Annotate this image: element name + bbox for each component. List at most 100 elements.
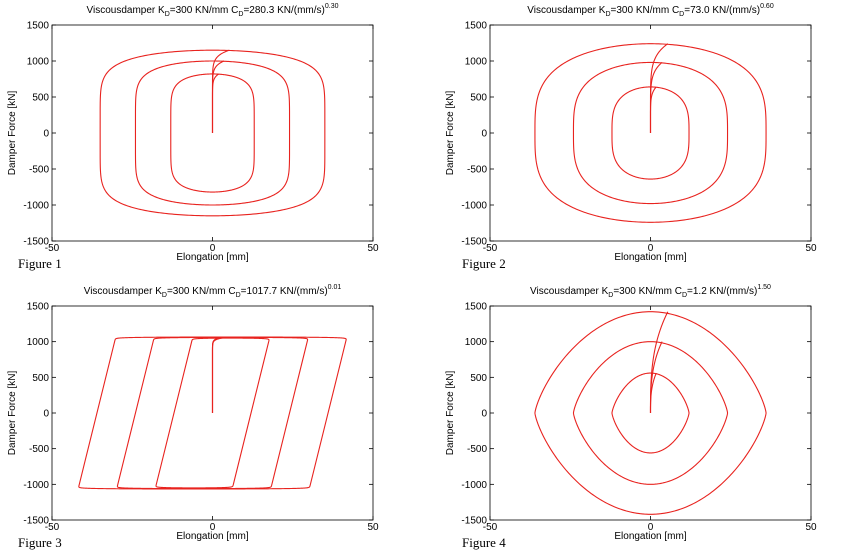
y-tick-label: 1000	[465, 337, 488, 348]
chart-panel-1: Viscousdamper KD=300 KN/mm CD=280.3 KN/(…	[7, 3, 379, 271]
hysteresis-loop-2	[116, 336, 309, 490]
chart-title: Viscousdamper KD=300 KN/mm CD=1017.7 KN/…	[84, 284, 342, 299]
x-tick-label: -50	[483, 243, 498, 254]
chart-title-title-sub1: D	[162, 292, 167, 299]
chart-title-title-sub2: D	[682, 292, 687, 299]
chart-title-title-sup: 0.60	[760, 3, 774, 10]
y-tick-label: -500	[29, 165, 49, 176]
chart-title-title-mid: =300 KN/mm C	[611, 5, 680, 16]
chart-title-title-sub2: D	[236, 292, 241, 299]
series-group	[534, 311, 767, 515]
y-tick-label: -1000	[461, 480, 487, 491]
figure-caption: Figure 4	[462, 535, 506, 550]
hysteresis-loop-3	[611, 372, 690, 454]
x-tick-label: 50	[805, 522, 817, 533]
y-tick-label: -1000	[23, 201, 49, 212]
y-tick-label: -500	[467, 444, 487, 455]
x-tick-label: -50	[45, 522, 60, 533]
y-tick-label: 500	[470, 93, 487, 104]
x-tick-label: 0	[648, 522, 654, 533]
chart-title-title-tail: =1017.7 KN/(mm/s)	[241, 286, 328, 297]
chart-title-title-main: Viscousdamper K	[86, 5, 165, 16]
x-axis-label: Elongation [mm]	[614, 252, 686, 263]
x-tick-label: 0	[210, 243, 216, 254]
chart-title-title-sub2: D	[238, 11, 243, 18]
y-axis-label: Damper Force [kN]	[445, 91, 456, 176]
y-tick-label: 0	[43, 129, 49, 140]
y-tick-label: 1000	[27, 57, 50, 68]
x-tick-label: 0	[648, 243, 654, 254]
chart-panel-2: Viscousdamper KD=300 KN/mm CD=73.0 KN/(m…	[445, 3, 817, 271]
y-tick-label: 0	[43, 409, 49, 420]
chart-title-title-mid: =300 KN/mm C	[613, 286, 682, 297]
x-tick-label: -50	[45, 243, 60, 254]
hysteresis-loop-3	[155, 337, 270, 489]
loading-curve-3	[649, 86, 657, 133]
chart-title-title-sup: 0.30	[325, 3, 339, 10]
chart-title-title-sup: 0.01	[328, 284, 342, 291]
series-group	[78, 336, 347, 490]
chart-title-title-sup: 1.50	[757, 284, 771, 291]
chart-title-title-tail: =73.0 KN/(mm/s)	[684, 5, 760, 16]
chart-title: Viscousdamper KD=300 KN/mm CD=1.2 KN/(mm…	[530, 284, 771, 299]
loading-curve-2	[649, 62, 663, 133]
chart-title-title-mid: =300 KN/mm C	[167, 286, 236, 297]
hysteresis-loop-2	[572, 61, 729, 205]
figure-caption: Figure 3	[18, 535, 62, 550]
loading-curve-3	[211, 337, 219, 413]
y-tick-label: 1500	[465, 302, 488, 313]
hysteresis-loop-1	[534, 43, 767, 223]
y-tick-label: 500	[470, 373, 487, 384]
y-tick-label: 500	[32, 373, 49, 384]
y-tick-label: -1500	[461, 237, 487, 248]
x-tick-label: 50	[805, 243, 817, 254]
loading-curve-2	[211, 60, 225, 133]
y-tick-label: -1500	[461, 516, 487, 527]
x-tick-label: 50	[367, 522, 379, 533]
x-tick-label: -50	[483, 522, 498, 533]
y-tick-label: 1500	[27, 302, 50, 313]
chart-title-title-tail: =280.3 KN/(mm/s)	[243, 5, 324, 16]
y-tick-label: -1000	[23, 480, 49, 491]
y-tick-label: 500	[32, 93, 49, 104]
y-tick-label: 0	[481, 129, 487, 140]
y-tick-label: 1500	[465, 21, 488, 32]
hysteresis-loop-1	[534, 311, 767, 515]
loading-curve-1	[649, 43, 669, 133]
hysteresis-loop-3	[611, 86, 690, 180]
chart-title-title-sub1: D	[165, 11, 170, 18]
figure-caption: Figure 1	[18, 256, 62, 271]
y-tick-label: -500	[29, 444, 49, 455]
x-axis-label: Elongation [mm]	[176, 252, 248, 263]
chart-title-title-main: Viscousdamper K	[530, 286, 609, 297]
y-axis-label: Damper Force [kN]	[7, 371, 18, 456]
loading-curve-1	[211, 49, 230, 133]
chart-panel-4: Viscousdamper KD=300 KN/mm CD=1.2 KN/(mm…	[445, 284, 817, 550]
x-axis-label: Elongation [mm]	[614, 531, 686, 542]
chart-title-title-sub1: D	[608, 292, 613, 299]
x-tick-label: 0	[210, 522, 216, 533]
y-tick-label: -1500	[23, 237, 49, 248]
y-axis-label: Damper Force [kN]	[7, 91, 18, 176]
y-tick-label: 0	[481, 409, 487, 420]
loading-curve-3	[649, 372, 657, 413]
chart-title: Viscousdamper KD=300 KN/mm CD=280.3 KN/(…	[86, 3, 338, 18]
hysteresis-loop-2	[572, 341, 729, 485]
chart-title-title-main: Viscousdamper K	[84, 286, 163, 297]
y-tick-label: -500	[467, 165, 487, 176]
y-tick-label: 1500	[27, 21, 50, 32]
y-tick-label: -1500	[23, 516, 49, 527]
hysteresis-loop-1	[99, 49, 326, 217]
x-axis-label: Elongation [mm]	[176, 531, 248, 542]
x-tick-label: 50	[367, 243, 379, 254]
chart-title-title-tail: =1.2 KN/(mm/s)	[687, 286, 757, 297]
chart-title: Viscousdamper KD=300 KN/mm CD=73.0 KN/(m…	[527, 3, 774, 18]
y-tick-label: -1000	[461, 201, 487, 212]
chart-title-title-sub1: D	[605, 11, 610, 18]
chart-title-title-mid: =300 KN/mm C	[170, 5, 239, 16]
chart-panel-3: Viscousdamper KD=300 KN/mm CD=1017.7 KN/…	[7, 284, 379, 550]
y-tick-label: 1000	[465, 57, 488, 68]
series-group	[534, 43, 767, 223]
loading-curve-3	[211, 73, 220, 133]
